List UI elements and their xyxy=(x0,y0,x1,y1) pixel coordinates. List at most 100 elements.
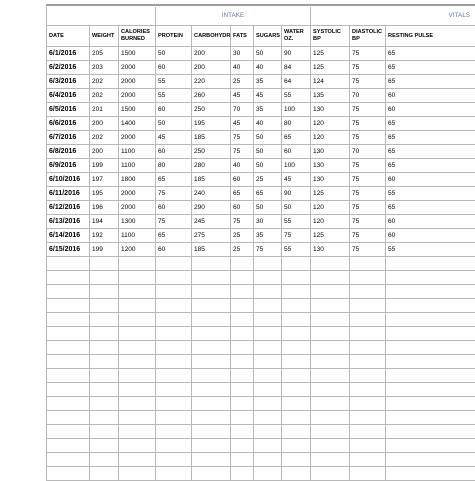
date-cell[interactable]: 6/2/2016 xyxy=(47,61,90,75)
empty-cell[interactable] xyxy=(47,383,90,397)
value-cell[interactable]: 130 xyxy=(311,159,350,173)
value-cell[interactable]: 60 xyxy=(156,103,192,117)
empty-cell[interactable] xyxy=(282,369,311,383)
empty-cell[interactable] xyxy=(231,327,254,341)
empty-cell[interactable] xyxy=(254,411,282,425)
value-cell[interactable]: 75 xyxy=(350,47,386,61)
empty-cell[interactable] xyxy=(231,313,254,327)
value-cell[interactable]: 60 xyxy=(386,173,475,187)
empty-cell[interactable] xyxy=(311,299,350,313)
empty-cell[interactable] xyxy=(192,271,231,285)
value-cell[interactable]: 75 xyxy=(350,75,386,89)
empty-cell[interactable] xyxy=(119,355,156,369)
date-cell[interactable]: 6/3/2016 xyxy=(47,75,90,89)
empty-cell[interactable] xyxy=(311,411,350,425)
empty-cell[interactable] xyxy=(311,383,350,397)
date-cell[interactable]: 6/9/2016 xyxy=(47,159,90,173)
value-cell[interactable]: 290 xyxy=(192,201,231,215)
value-cell[interactable]: 65 xyxy=(156,173,192,187)
empty-cell[interactable] xyxy=(47,313,90,327)
empty-cell[interactable] xyxy=(254,383,282,397)
empty-cell[interactable] xyxy=(311,341,350,355)
value-cell[interactable]: 125 xyxy=(311,187,350,201)
value-cell[interactable]: 75 xyxy=(282,229,311,243)
empty-cell[interactable] xyxy=(192,285,231,299)
value-cell[interactable]: 120 xyxy=(311,117,350,131)
empty-cell[interactable] xyxy=(386,439,475,453)
empty-cell[interactable] xyxy=(231,369,254,383)
value-cell[interactable]: 1100 xyxy=(119,159,156,173)
empty-cell[interactable] xyxy=(47,453,90,467)
empty-cell[interactable] xyxy=(350,383,386,397)
value-cell[interactable]: 75 xyxy=(350,243,386,257)
value-cell[interactable]: 75 xyxy=(350,103,386,117)
empty-cell[interactable] xyxy=(311,271,350,285)
value-cell[interactable]: 260 xyxy=(192,89,231,103)
value-cell[interactable]: 50 xyxy=(254,201,282,215)
value-cell[interactable]: 50 xyxy=(282,201,311,215)
value-cell[interactable]: 194 xyxy=(90,215,119,229)
empty-cell[interactable] xyxy=(156,439,192,453)
value-cell[interactable]: 240 xyxy=(192,187,231,201)
empty-cell[interactable] xyxy=(350,313,386,327)
empty-cell[interactable] xyxy=(311,439,350,453)
empty-cell[interactable] xyxy=(192,383,231,397)
value-cell[interactable]: 2000 xyxy=(119,187,156,201)
empty-cell[interactable] xyxy=(350,341,386,355)
date-cell[interactable]: 6/13/2016 xyxy=(47,215,90,229)
empty-cell[interactable] xyxy=(192,411,231,425)
empty-cell[interactable] xyxy=(47,425,90,439)
value-cell[interactable]: 35 xyxy=(254,75,282,89)
empty-cell[interactable] xyxy=(386,299,475,313)
value-cell[interactable]: 60 xyxy=(386,103,475,117)
value-cell[interactable]: 40 xyxy=(254,61,282,75)
empty-cell[interactable] xyxy=(90,313,119,327)
empty-cell[interactable] xyxy=(282,271,311,285)
value-cell[interactable]: 50 xyxy=(254,131,282,145)
value-cell[interactable]: 60 xyxy=(231,173,254,187)
empty-cell[interactable] xyxy=(47,467,90,481)
value-cell[interactable]: 130 xyxy=(311,103,350,117)
value-cell[interactable]: 275 xyxy=(192,229,231,243)
empty-cell[interactable] xyxy=(192,257,231,271)
value-cell[interactable]: 200 xyxy=(90,145,119,159)
value-cell[interactable]: 64 xyxy=(282,75,311,89)
empty-cell[interactable] xyxy=(350,257,386,271)
empty-cell[interactable] xyxy=(350,453,386,467)
value-cell[interactable]: 1800 xyxy=(119,173,156,187)
value-cell[interactable]: 55 xyxy=(386,243,475,257)
empty-cell[interactable] xyxy=(90,467,119,481)
value-cell[interactable]: 60 xyxy=(231,201,254,215)
value-cell[interactable]: 1300 xyxy=(119,215,156,229)
empty-cell[interactable] xyxy=(47,257,90,271)
empty-cell[interactable] xyxy=(231,341,254,355)
date-cell[interactable]: 6/12/2016 xyxy=(47,201,90,215)
empty-cell[interactable] xyxy=(231,299,254,313)
empty-cell[interactable] xyxy=(90,341,119,355)
value-cell[interactable]: 1400 xyxy=(119,117,156,131)
empty-cell[interactable] xyxy=(254,285,282,299)
date-cell[interactable]: 6/5/2016 xyxy=(47,103,90,117)
empty-cell[interactable] xyxy=(119,313,156,327)
empty-cell[interactable] xyxy=(231,453,254,467)
value-cell[interactable]: 75 xyxy=(231,145,254,159)
value-cell[interactable]: 245 xyxy=(192,215,231,229)
value-cell[interactable]: 60 xyxy=(156,61,192,75)
empty-cell[interactable] xyxy=(386,425,475,439)
empty-cell[interactable] xyxy=(254,257,282,271)
value-cell[interactable]: 45 xyxy=(231,89,254,103)
empty-cell[interactable] xyxy=(386,285,475,299)
empty-cell[interactable] xyxy=(282,425,311,439)
value-cell[interactable]: 1500 xyxy=(119,47,156,61)
value-cell[interactable]: 200 xyxy=(192,47,231,61)
empty-cell[interactable] xyxy=(350,355,386,369)
value-cell[interactable]: 220 xyxy=(192,75,231,89)
value-cell[interactable]: 55 xyxy=(282,243,311,257)
empty-cell[interactable] xyxy=(282,327,311,341)
empty-cell[interactable] xyxy=(156,453,192,467)
value-cell[interactable]: 80 xyxy=(282,117,311,131)
empty-cell[interactable] xyxy=(90,271,119,285)
value-cell[interactable]: 45 xyxy=(231,117,254,131)
value-cell[interactable]: 70 xyxy=(350,89,386,103)
empty-cell[interactable] xyxy=(119,453,156,467)
